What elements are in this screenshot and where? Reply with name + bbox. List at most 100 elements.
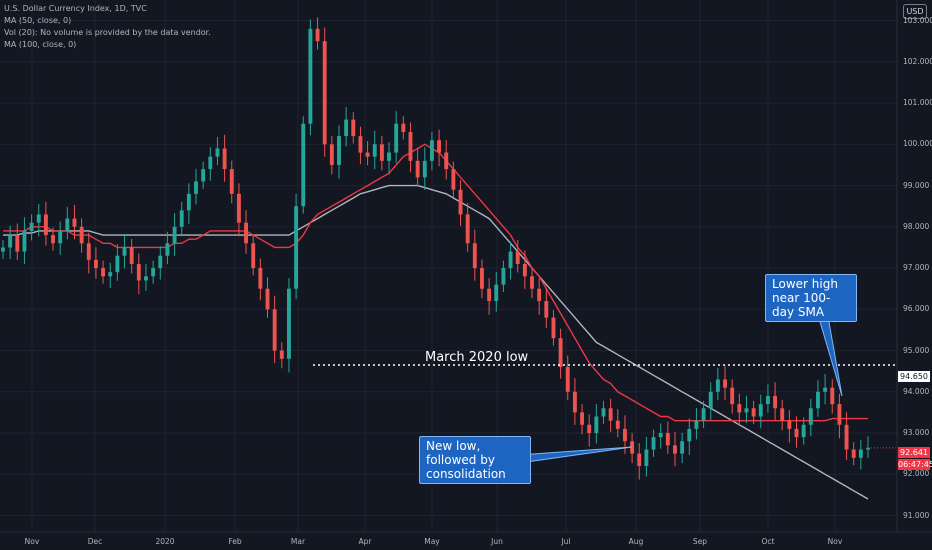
- candle-body: [637, 453, 642, 467]
- candle-body: [673, 445, 677, 454]
- time-tick-label: Jun: [491, 537, 503, 546]
- time-tick-label: Oct: [761, 537, 775, 546]
- countdown-label: 06:47:45: [898, 459, 932, 470]
- time-tick-label: May: [424, 537, 440, 546]
- candle-body: [301, 123, 306, 207]
- candle-body: [308, 28, 313, 124]
- candle-body: [251, 243, 256, 269]
- candle-body: [29, 222, 34, 231]
- candle-body: [658, 433, 663, 438]
- candle-body: [36, 214, 41, 223]
- candle-body: [236, 193, 241, 223]
- time-tick-label: Jul: [561, 537, 571, 546]
- candle-body: [108, 272, 113, 277]
- candle-body: [129, 247, 134, 264]
- candle-body: [344, 119, 349, 137]
- candle-body: [701, 408, 706, 421]
- candle-body: [501, 268, 506, 285]
- ma100-path: [3, 184, 869, 500]
- price-tick-label: 96.000: [903, 304, 930, 314]
- horizontal-levels: [313, 364, 897, 449]
- candle-body: [630, 441, 635, 454]
- candle-body: [787, 420, 792, 429]
- time-tick-label: Sep: [692, 537, 708, 546]
- time-tick-label: Feb: [228, 537, 242, 546]
- candle-body: [15, 235, 20, 252]
- candle-body: [458, 189, 463, 215]
- candle-body: [773, 395, 778, 409]
- candle-body: [365, 152, 370, 157]
- candle-body: [172, 226, 177, 244]
- candle-body: [744, 408, 749, 413]
- candle-body: [508, 251, 513, 269]
- price-tick-label: 103.000: [903, 15, 932, 25]
- candle-body: [487, 288, 492, 302]
- candle-body: [765, 395, 770, 405]
- candle-body: [379, 144, 384, 161]
- candle-body: [808, 408, 813, 425]
- candle-body: [565, 367, 570, 392]
- legend-ma100: MA (100, close, 0): [4, 40, 77, 49]
- time-tick-label: Nov: [827, 537, 843, 546]
- price-tick-label: 92.000: [903, 469, 930, 479]
- candle-body: [622, 428, 627, 442]
- ma50-line: [3, 143, 868, 422]
- candle-body: [851, 449, 856, 458]
- candle-body: [122, 247, 127, 256]
- time-tick-label: 2020: [155, 537, 175, 546]
- price-tick-label: 94.000: [903, 386, 930, 396]
- candle-body: [858, 449, 863, 458]
- candle-body: [229, 169, 234, 194]
- candle-body: [615, 420, 620, 429]
- price-tick-label: 93.000: [903, 428, 930, 438]
- candle-body: [65, 218, 70, 231]
- candle-body: [451, 169, 456, 190]
- candle-body: [201, 169, 206, 182]
- candle-body: [51, 235, 55, 244]
- candle-body: [408, 131, 413, 161]
- price-tick-label: 98.000: [903, 221, 930, 231]
- candle-body: [322, 41, 327, 145]
- time-tick-label: Apr: [358, 537, 372, 546]
- candle-body: [115, 255, 120, 273]
- candle-body: [723, 379, 727, 388]
- candle-body: [287, 288, 291, 359]
- candle-body: [837, 404, 842, 425]
- candle-body: [179, 210, 184, 227]
- candle-body: [544, 301, 549, 318]
- candle-body: [387, 152, 391, 161]
- candle-body: [358, 136, 363, 153]
- currency-badge[interactable]: USD: [903, 4, 927, 19]
- candle-body: [265, 288, 270, 310]
- candle-body: [1, 247, 5, 252]
- candle-body: [279, 350, 284, 359]
- candle-body: [801, 424, 806, 438]
- candle-body: [665, 433, 670, 446]
- candle-body: [194, 181, 198, 194]
- candle-body: [530, 276, 534, 289]
- candle-body: [372, 144, 377, 157]
- candle-body: [601, 408, 606, 417]
- last-price-label: 92.641: [898, 447, 930, 458]
- ma100-line: [3, 184, 869, 500]
- march-low-annotation: March 2020 low: [425, 350, 529, 365]
- price-tick-label: 99.000: [903, 180, 930, 190]
- time-tick-label: Nov: [24, 537, 40, 546]
- legend-title: U.S. Dollar Currency Index, 1D, TVC: [4, 4, 147, 13]
- candle-body: [315, 28, 320, 42]
- price-tick-label: 91.000: [903, 510, 930, 520]
- candle-body: [422, 160, 427, 178]
- candle-body: [572, 391, 577, 413]
- candle-body: [22, 230, 27, 252]
- candle-body: [823, 387, 828, 392]
- candle-body: [186, 193, 191, 211]
- candle-body: [415, 160, 420, 178]
- candle-body: [465, 214, 470, 244]
- candle-body: [86, 243, 91, 260]
- candle-body: [687, 428, 692, 442]
- ma50-path: [3, 143, 868, 422]
- candle-body: [208, 156, 213, 170]
- candle-body: [272, 309, 277, 351]
- candle-body: [158, 255, 163, 269]
- candle-body: [437, 140, 442, 153]
